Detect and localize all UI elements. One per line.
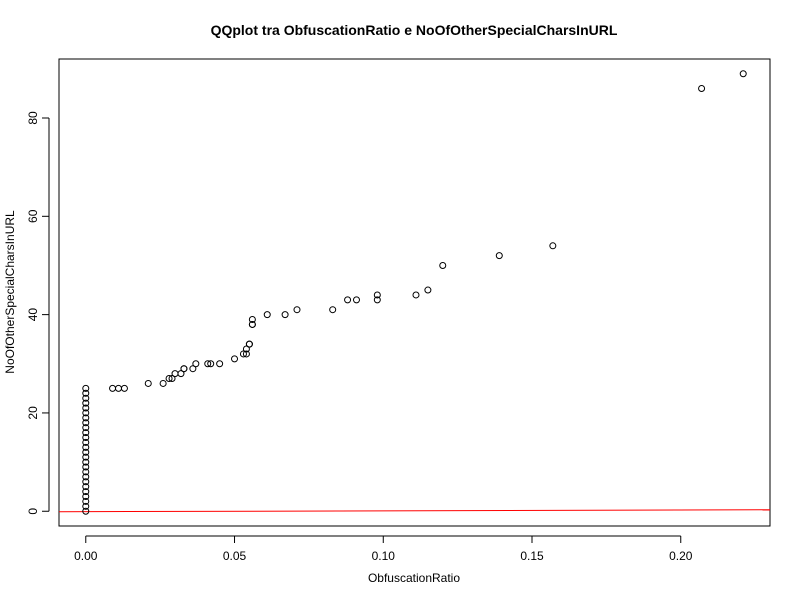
- data-point: [344, 296, 352, 304]
- x-axis: 0.00 0.05 0.10 0.15 0.20: [74, 535, 693, 563]
- data-points: [82, 70, 747, 515]
- data-point: [82, 507, 90, 515]
- data-point: [82, 384, 90, 392]
- y-tick-label: 0: [26, 508, 40, 515]
- data-point: [424, 286, 432, 294]
- data-point: [248, 320, 256, 328]
- x-axis-label: ObfuscationRatio: [368, 571, 460, 585]
- data-point: [245, 340, 253, 348]
- data-point: [242, 345, 250, 353]
- data-point: [171, 370, 179, 378]
- data-point: [82, 414, 90, 422]
- data-point: [180, 365, 188, 373]
- data-point: [82, 448, 90, 456]
- data-point: [82, 394, 90, 402]
- data-point: [82, 458, 90, 466]
- data-point: [412, 291, 420, 299]
- y-axis-label: NoOfOtherSpecialCharsInURL: [3, 210, 17, 374]
- y-tick-label: 20: [26, 406, 40, 420]
- data-point: [82, 497, 90, 505]
- data-point: [82, 478, 90, 486]
- data-point: [242, 350, 250, 358]
- x-tick-label: 0.05: [223, 549, 247, 563]
- data-point: [159, 379, 167, 387]
- y-tick-label: 60: [26, 209, 40, 223]
- chart-title: QQplot tra ObfuscationRatio e NoOfOtherS…: [211, 22, 618, 38]
- data-point: [373, 291, 381, 299]
- data-point: [263, 311, 271, 319]
- data-point: [109, 384, 117, 392]
- data-point: [189, 365, 197, 373]
- data-point: [82, 483, 90, 491]
- data-point: [82, 443, 90, 451]
- data-point: [144, 379, 152, 387]
- data-point: [82, 424, 90, 432]
- data-point: [281, 311, 289, 319]
- data-point: [231, 355, 239, 363]
- data-point: [239, 350, 247, 358]
- data-point: [549, 242, 557, 250]
- data-point: [82, 488, 90, 496]
- data-point: [698, 84, 706, 92]
- data-point: [82, 502, 90, 510]
- data-point: [82, 434, 90, 442]
- data-point: [248, 316, 256, 324]
- data-point: [329, 306, 337, 314]
- data-point: [373, 296, 381, 304]
- y-tick-label: 80: [26, 111, 40, 125]
- x-tick-label: 0.20: [669, 549, 693, 563]
- data-point: [204, 360, 212, 368]
- x-tick-label: 0.00: [74, 549, 98, 563]
- data-point: [82, 419, 90, 427]
- data-point: [82, 389, 90, 397]
- y-tick-label: 40: [26, 308, 40, 322]
- data-point: [207, 360, 215, 368]
- data-point: [168, 375, 176, 383]
- reference-line: [58, 509, 771, 513]
- data-point: [82, 404, 90, 412]
- data-point: [165, 375, 173, 383]
- data-point: [82, 473, 90, 481]
- data-point: [82, 438, 90, 446]
- data-point: [82, 463, 90, 471]
- data-point: [495, 252, 503, 260]
- data-point: [293, 306, 301, 314]
- data-point: [352, 296, 360, 304]
- data-point: [739, 70, 747, 78]
- data-point: [114, 384, 122, 392]
- data-point: [216, 360, 224, 368]
- data-point: [82, 399, 90, 407]
- data-point: [82, 468, 90, 476]
- y-axis: 0 20 40 60 80: [26, 111, 50, 515]
- data-point: [82, 453, 90, 461]
- data-point: [439, 261, 447, 269]
- data-point: [192, 360, 200, 368]
- data-point: [82, 409, 90, 417]
- data-point: [82, 493, 90, 501]
- data-point: [177, 370, 185, 378]
- x-tick-label: 0.15: [520, 549, 544, 563]
- plot-frame: [58, 58, 771, 527]
- data-point: [120, 384, 128, 392]
- x-tick-label: 0.10: [372, 549, 396, 563]
- data-point: [82, 429, 90, 437]
